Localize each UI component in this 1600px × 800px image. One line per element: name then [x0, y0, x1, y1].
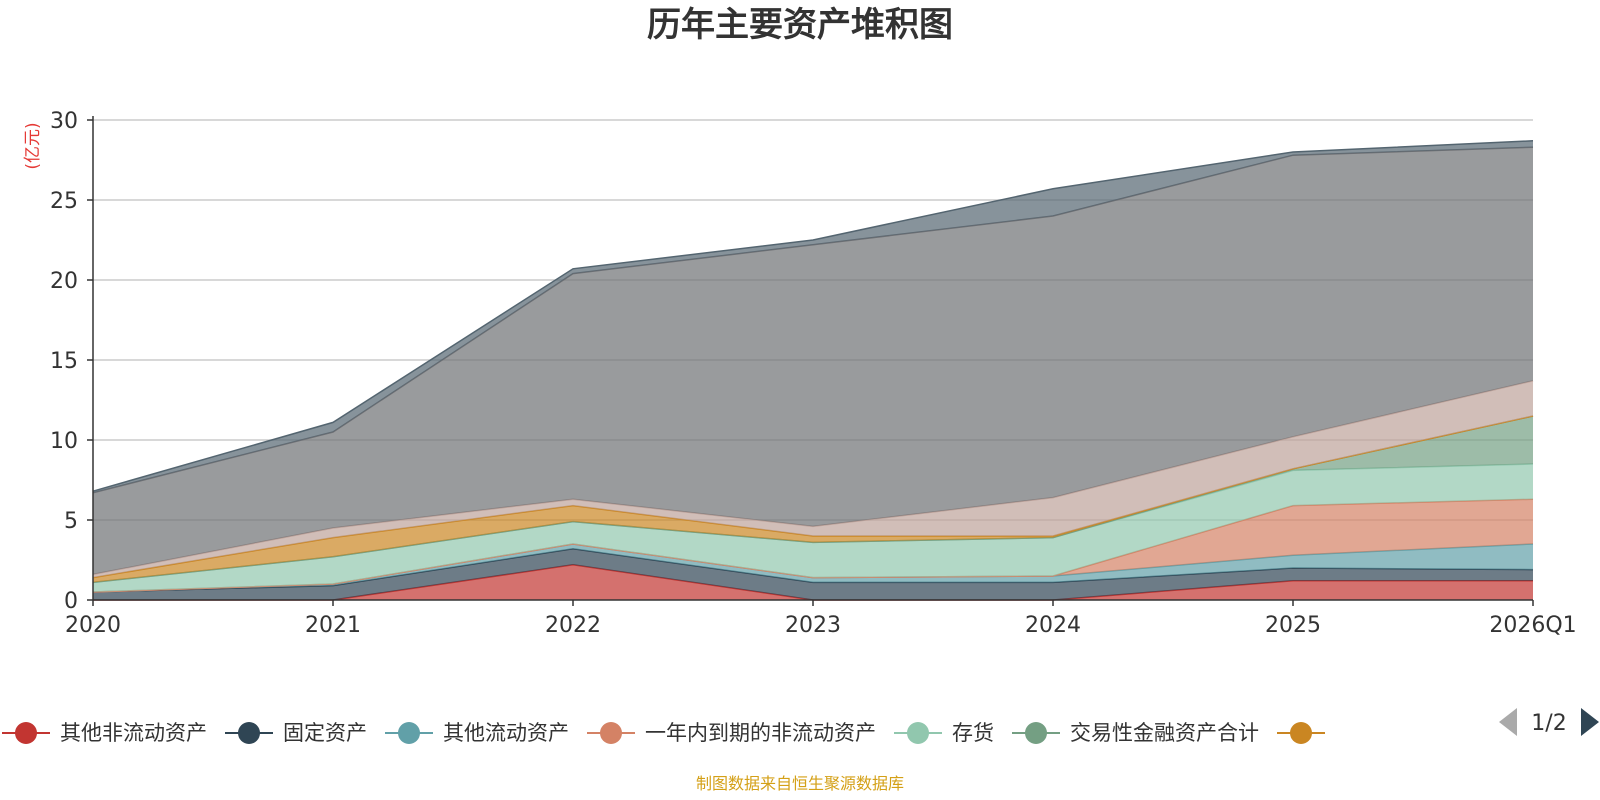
legend-item[interactable]: 其他流动资产 — [385, 721, 569, 745]
legend-circle-icon — [907, 722, 929, 744]
legend-item[interactable]: 存货 — [894, 721, 994, 745]
area-series-7 — [93, 380, 1533, 578]
legend-next-icon[interactable] — [1581, 708, 1599, 736]
legend-label: 其他非流动资产 — [60, 721, 207, 745]
x-tick-label: 2021 — [305, 613, 361, 638]
legend-label: 固定资产 — [283, 721, 367, 745]
chart-title: 历年主要资产堆积图 — [647, 5, 953, 45]
legend-label: 交易性金融资产合计 — [1070, 721, 1259, 745]
x-tick-label: 2026Q1 — [1489, 613, 1576, 638]
legend-page-indicator: 1/2 — [1531, 711, 1566, 736]
area-series-1 — [93, 548, 1533, 600]
area-series-3 — [93, 499, 1533, 592]
y-tick-label: 10 — [50, 429, 78, 454]
legend-item[interactable]: 交易性金融资产合计 — [1012, 721, 1259, 745]
area-series — [92, 140, 1534, 601]
legend-circle-icon — [398, 722, 420, 744]
legend-label: 其他流动资产 — [443, 721, 569, 745]
y-tick-label: 0 — [64, 589, 78, 614]
legend-pager[interactable]: 1/2 — [1499, 708, 1599, 736]
legend[interactable]: 其他非流动资产 固定资产 其他流动资产 一年内到期的非流动资产 存货 交易性金融资产合计 — [2, 721, 1325, 745]
y-tick-label: 25 — [50, 189, 78, 214]
x-tick-label: 2020 — [65, 613, 121, 638]
y-tick-label: 30 — [50, 109, 78, 134]
legend-circle-icon — [1025, 722, 1047, 744]
legend-item[interactable]: 一年内到期的非流动资产 — [587, 721, 876, 745]
area-series-line-9 — [92, 140, 1534, 492]
x-tick-label: 2022 — [545, 613, 601, 638]
legend-item[interactable] — [1277, 722, 1325, 744]
legend-item[interactable]: 其他非流动资产 — [2, 721, 207, 745]
legend-label: 存货 — [952, 721, 994, 745]
y-tick-label: 15 — [50, 349, 78, 374]
x-tick-label: 2023 — [785, 613, 841, 638]
y-tick-label: 20 — [50, 269, 78, 294]
area-series-8 — [93, 147, 1533, 575]
legend-circle-icon — [1290, 722, 1312, 744]
x-tick-label: 2024 — [1025, 613, 1081, 638]
area-series-4 — [93, 464, 1533, 592]
area-series-0 — [93, 564, 1533, 600]
legend-label: 一年内到期的非流动资产 — [645, 721, 876, 745]
y-axis-unit: (亿元) — [23, 122, 43, 169]
legend-circle-icon — [600, 722, 622, 744]
legend-circle-icon — [238, 722, 260, 744]
legend-prev-icon[interactable] — [1499, 708, 1517, 736]
legend-item[interactable]: 固定资产 — [225, 721, 367, 745]
x-tick-label: 2025 — [1265, 613, 1321, 638]
y-tick-label: 5 — [64, 509, 78, 534]
area-series-6 — [93, 416, 1533, 583]
legend-circle-icon — [15, 722, 37, 744]
data-source-note: 制图数据来自恒生聚源数据库 — [696, 774, 904, 793]
